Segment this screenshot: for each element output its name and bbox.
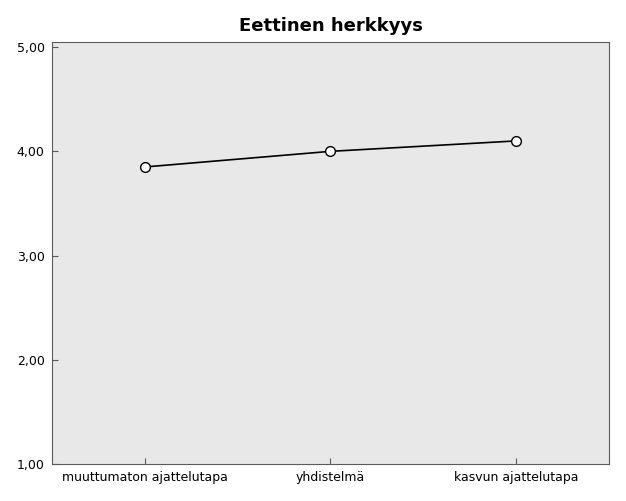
Title: Eettinen herkkyys: Eettinen herkkyys (239, 17, 423, 35)
